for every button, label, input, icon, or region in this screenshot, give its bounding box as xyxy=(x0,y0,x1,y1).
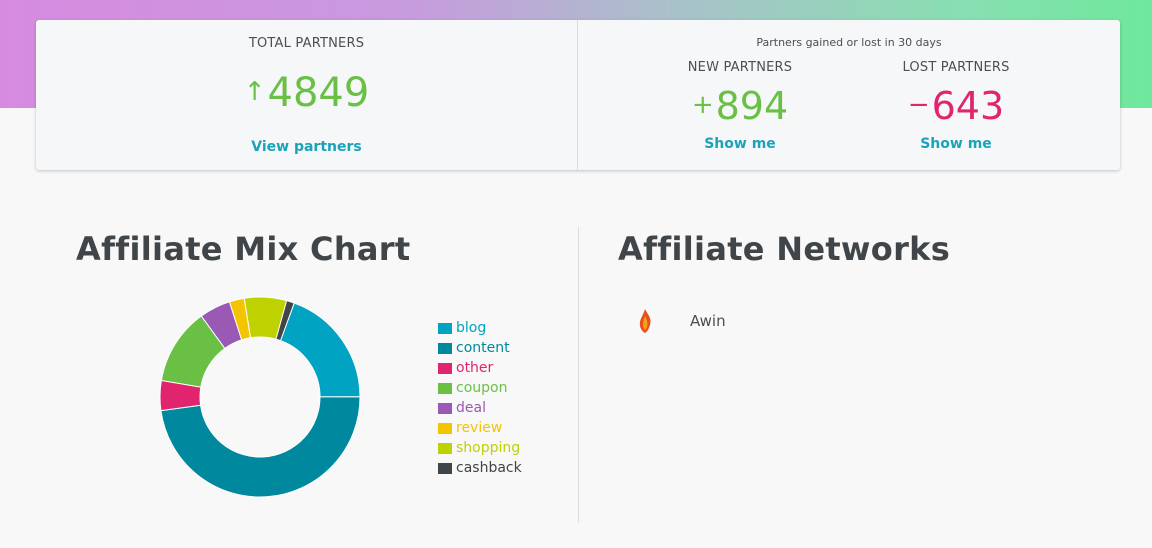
up-arrow-icon: ↑ xyxy=(243,77,266,107)
partners-stats-card: TOTAL PARTNERS ↑4849 View partners Partn… xyxy=(36,20,1120,170)
new-partners-column: NEW PARTNERS +894 Show me xyxy=(640,60,840,152)
legend-swatch xyxy=(438,442,452,454)
legend-label: coupon xyxy=(456,380,508,396)
lost-partners-column: LOST PARTNERS −643 Show me xyxy=(856,60,1056,152)
total-partners-number: 4849 xyxy=(267,70,370,116)
affiliate-mix-legend: blog content other coupon deal review shopping… xyxy=(438,318,522,478)
view-partners-wrap: View partners xyxy=(36,136,577,155)
legend-swatch xyxy=(438,342,452,354)
network-item-awin[interactable]: Awin xyxy=(636,308,726,334)
legend-swatch xyxy=(438,322,452,334)
partners-gained-lost-label: Partners gained or lost in 30 days xyxy=(756,36,942,49)
legend-item-content[interactable]: content xyxy=(438,338,522,358)
legend-label: cashback xyxy=(456,460,522,476)
donut-slice-blog[interactable] xyxy=(279,302,361,398)
affiliate-networks-title: Affiliate Networks xyxy=(618,230,951,268)
donut-slice-cashback[interactable] xyxy=(275,300,295,342)
legend-label: deal xyxy=(456,400,486,416)
legend-item-deal[interactable]: deal xyxy=(438,398,522,418)
awin-flame-icon xyxy=(639,309,651,333)
legend-item-other[interactable]: other xyxy=(438,358,522,378)
lost-partners-label: LOST PARTNERS xyxy=(902,60,1010,75)
legend-label: review xyxy=(456,420,503,436)
new-partners-label: NEW PARTNERS xyxy=(687,60,793,75)
new-partners-show-me-link[interactable]: Show me xyxy=(704,136,776,152)
lost-partners-show-me-link[interactable]: Show me xyxy=(920,136,992,152)
network-name: Awin xyxy=(690,312,726,330)
view-partners-link[interactable]: View partners xyxy=(251,139,362,155)
donut-slice-content[interactable] xyxy=(160,396,361,498)
legend-swatch xyxy=(438,402,452,414)
legend-swatch xyxy=(438,382,452,394)
affiliate-mix-title: Affiliate Mix Chart xyxy=(76,230,411,268)
legend-item-cashback[interactable]: cashback xyxy=(438,458,522,478)
legend-label: content xyxy=(456,340,510,356)
legend-item-blog[interactable]: blog xyxy=(438,318,522,338)
legend-label: shopping xyxy=(456,440,521,456)
legend-item-shopping[interactable]: shopping xyxy=(438,438,522,458)
legend-item-coupon[interactable]: coupon xyxy=(438,378,522,398)
legend-swatch xyxy=(438,422,452,434)
section-divider xyxy=(578,227,579,523)
total-partners-label: TOTAL PARTNERS xyxy=(248,36,365,51)
affiliate-mix-donut-chart xyxy=(159,296,361,498)
partners-change-panel: Partners gained or lost in 30 days NEW P… xyxy=(578,20,1120,170)
legend-swatch xyxy=(438,362,452,374)
lost-partners-value: −643 xyxy=(856,83,1056,128)
lost-partners-number: 643 xyxy=(931,84,1005,128)
minus-sign: − xyxy=(907,90,930,120)
plus-sign: + xyxy=(691,90,714,120)
total-partners-panel: TOTAL PARTNERS ↑4849 View partners xyxy=(36,20,578,170)
legend-item-review[interactable]: review xyxy=(438,418,522,438)
total-partners-value: ↑4849 xyxy=(36,70,577,116)
new-partners-number: 894 xyxy=(715,84,789,128)
legend-label: blog xyxy=(456,320,487,336)
legend-label: other xyxy=(456,360,494,376)
new-partners-value: +894 xyxy=(640,83,840,128)
legend-swatch xyxy=(438,462,452,474)
